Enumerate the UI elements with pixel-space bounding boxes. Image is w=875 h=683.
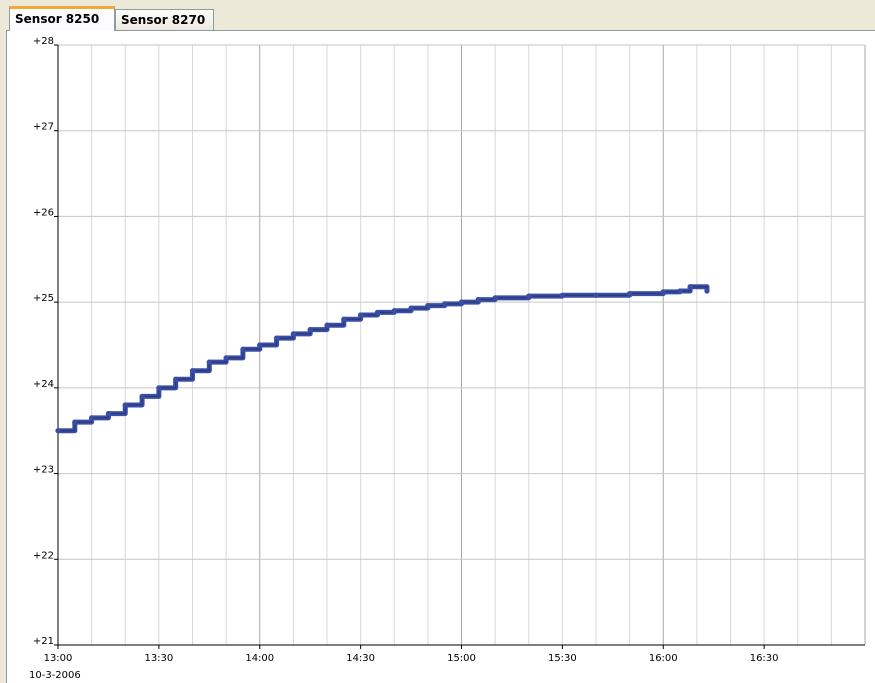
tick-labels: +28 +27 +26 +25 +24 +23 +22 +21 13:00 13:30 14:00 1… <box>33 36 779 664</box>
data-point <box>660 289 666 295</box>
data-point <box>324 322 330 328</box>
data-point <box>526 293 532 299</box>
axes <box>54 44 865 649</box>
data-point <box>391 308 397 314</box>
x-tick-label: 15:00 <box>447 653 476 664</box>
tab-sensor-8250[interactable]: Sensor 8250 <box>9 6 115 31</box>
data-point <box>156 385 162 391</box>
data-point <box>257 342 263 348</box>
x-tick-label: 14:30 <box>346 653 375 664</box>
data-point <box>442 301 448 307</box>
data-point <box>687 284 693 290</box>
data-point <box>173 376 179 382</box>
tab-sensor-8270[interactable]: Sensor 8270 <box>115 9 214 30</box>
data-point <box>189 368 196 374</box>
series-line-temperature <box>55 284 710 434</box>
data-point <box>307 326 313 333</box>
data-point <box>677 288 683 294</box>
y-tick-label: +22 <box>33 550 54 561</box>
data-point <box>341 316 347 322</box>
data-point <box>593 292 599 298</box>
data-point <box>425 302 431 309</box>
data-point <box>55 428 61 434</box>
data-point <box>105 410 112 417</box>
tab-bar-border <box>214 30 875 31</box>
data-point <box>122 402 128 408</box>
x-tick-label: 16:00 <box>649 653 678 664</box>
data-point <box>273 335 280 341</box>
tab-bar: Sensor 8250 Sensor 8270 <box>0 0 875 31</box>
data-point <box>559 292 565 298</box>
data-point <box>206 359 212 365</box>
data-point <box>223 355 229 361</box>
y-tick-label: +27 <box>33 122 54 133</box>
y-tick-label: +26 <box>33 207 54 218</box>
y-tick-label: +23 <box>33 465 54 476</box>
date-label: 10-3-2006 <box>29 670 81 681</box>
data-point <box>290 331 296 337</box>
x-tick-label: 15:30 <box>548 653 577 664</box>
data-point <box>458 299 465 305</box>
data-point <box>475 296 481 303</box>
data-point <box>374 309 381 316</box>
data-point <box>704 288 710 294</box>
data-point <box>139 393 145 400</box>
x-tick-label: 14:00 <box>245 653 274 664</box>
x-tick-label: 13:30 <box>144 653 173 664</box>
y-tick-label: +21 <box>33 636 54 647</box>
grid <box>57 44 866 646</box>
data-point <box>408 305 414 311</box>
data-point <box>492 295 498 301</box>
data-point <box>89 415 95 421</box>
x-tick-label: 16:30 <box>750 653 779 664</box>
data-point <box>240 346 246 352</box>
y-tick-label: +28 <box>33 36 54 47</box>
series-layer <box>55 284 710 434</box>
data-point <box>72 419 78 425</box>
y-tick-label: +25 <box>33 293 54 304</box>
series-line-core <box>58 286 708 432</box>
x-tick-label: 13:00 <box>44 653 73 664</box>
data-point <box>627 290 633 297</box>
data-point <box>358 312 364 318</box>
y-tick-label: +24 <box>33 379 54 390</box>
